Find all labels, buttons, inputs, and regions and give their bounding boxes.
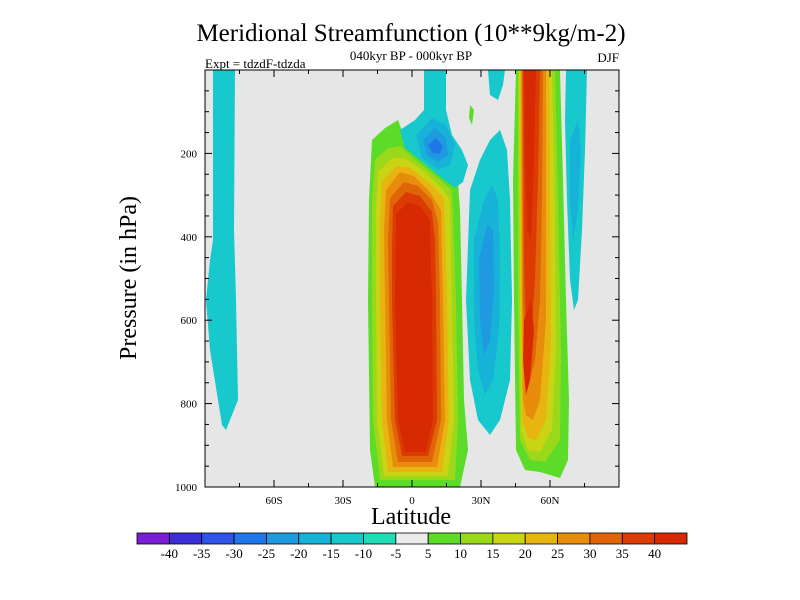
colorbar-swatch xyxy=(298,532,332,545)
x-tick-label: 30S xyxy=(334,495,351,507)
x-tick-label: 60N xyxy=(541,495,560,507)
colorbar-label: 35 xyxy=(616,546,629,561)
colorbar-label: -40 xyxy=(161,546,178,561)
colorbar-label: 20 xyxy=(519,546,532,561)
colorbar-swatch xyxy=(201,532,235,545)
colorbar-label: -30 xyxy=(225,546,242,561)
colorbar-swatch xyxy=(589,532,623,545)
colorbar-swatch xyxy=(330,532,364,545)
x-tick-label: 0 xyxy=(409,495,415,507)
colorbar-label: -35 xyxy=(193,546,210,561)
upper-negative-region xyxy=(400,70,474,188)
colorbar-swatch xyxy=(460,532,494,545)
y-tick-label: 600 xyxy=(181,315,198,327)
x-tick-labels: 60S 30S 0 30N 60N xyxy=(265,495,559,507)
y-tick-label: 1000 xyxy=(175,482,198,494)
colorbar-swatch xyxy=(427,532,461,545)
south-negative-band xyxy=(206,70,238,430)
chart-title: Meridional Streamfunction (10**9kg/m-2) xyxy=(196,20,625,47)
contour-fields xyxy=(206,70,587,487)
north-positive-cell xyxy=(513,70,569,478)
colorbar-label: -15 xyxy=(322,546,339,561)
colorbar-swatch xyxy=(524,532,558,545)
colorbar-label: -25 xyxy=(258,546,275,561)
axis-ticks xyxy=(205,70,619,488)
season-label: DJF xyxy=(597,50,619,65)
colorbar-swatch xyxy=(168,532,203,545)
colorbar-labels: -40 -35 -30 -25 -20 -15 -10 -5 5 10 15 20 25 30 35 40 xyxy=(161,546,661,561)
colorbar xyxy=(136,532,688,545)
y-tick-label: 200 xyxy=(181,148,198,160)
colorbar-label: 5 xyxy=(425,546,432,561)
x-tick-label: 30N xyxy=(472,495,491,507)
y-tick-labels: 200 400 600 800 1000 xyxy=(175,148,198,494)
x-tick-label: 60S xyxy=(265,495,282,507)
colorbar-swatch xyxy=(233,532,267,545)
colorbar-swatch xyxy=(363,532,397,545)
chart-subtitle: 040kyr BP - 000kyr BP xyxy=(350,48,472,63)
experiment-label: Expt = tdzdF-tdzda xyxy=(205,56,306,71)
colorbar-swatch xyxy=(266,532,300,545)
y-tick-label: 400 xyxy=(181,232,198,244)
colorbar-swatch xyxy=(395,532,429,545)
polar-negative-strip xyxy=(565,70,587,310)
colorbar-swatch xyxy=(492,532,526,545)
colorbar-swatch xyxy=(654,532,688,545)
tropical-positive-cell xyxy=(368,120,468,487)
colorbar-label: -5 xyxy=(390,546,401,561)
colorbar-swatch xyxy=(621,532,656,545)
colorbar-label: -10 xyxy=(355,546,372,561)
colorbar-label: 30 xyxy=(583,546,596,561)
colorbar-label: 15 xyxy=(486,546,499,561)
y-tick-label: 800 xyxy=(181,399,198,411)
colorbar-label: 25 xyxy=(551,546,564,561)
colorbar-swatch xyxy=(136,532,170,545)
colorbar-swatch xyxy=(557,532,591,545)
colorbar-label: 10 xyxy=(454,546,467,561)
colorbar-label: 40 xyxy=(648,546,661,561)
x-axis-title: Latitude xyxy=(371,504,451,530)
mid-negative-cell xyxy=(466,70,512,435)
colorbar-label: -20 xyxy=(290,546,307,561)
y-axis-title: Pressure (in hPa) xyxy=(116,196,142,360)
